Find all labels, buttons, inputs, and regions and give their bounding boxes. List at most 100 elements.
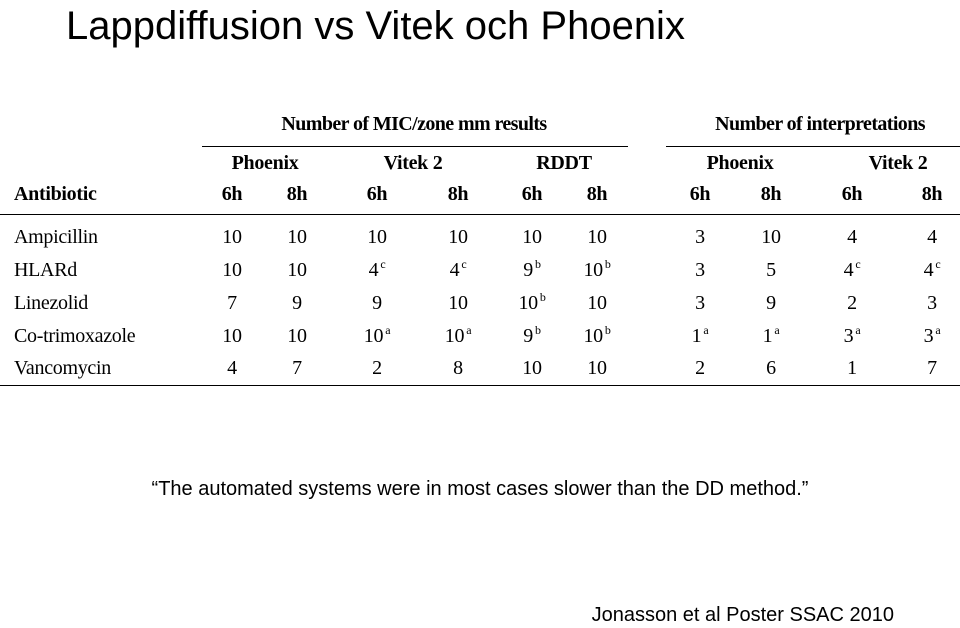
cell-value: 10 — [444, 325, 465, 347]
table-cell: 10 a — [444, 323, 472, 350]
cell-value: 10 — [222, 325, 242, 347]
cell-footnote-marker: a — [774, 323, 780, 337]
antibiotic-name: Vancomycin — [14, 357, 111, 379]
table-cell: 4 — [847, 225, 857, 249]
table-cell: 10 a — [363, 323, 391, 350]
group-underline-interpretations — [666, 146, 960, 147]
table-cell: 1 — [847, 356, 857, 380]
cell-value: 1 — [762, 325, 773, 347]
table-cell: 10 — [287, 225, 307, 249]
table-cell: 3 — [695, 225, 705, 249]
table-cell: 10 — [222, 258, 242, 282]
cell-value: 10 — [448, 292, 468, 314]
cell-footnote-marker: b — [604, 323, 611, 337]
cell-value: 10 — [363, 325, 384, 347]
cell-footnote-marker: c — [935, 257, 941, 271]
cell-value: 10 — [587, 357, 607, 379]
cell-value: 9 — [523, 325, 533, 347]
time-header: 6h — [689, 183, 711, 205]
time-header: 8h — [921, 183, 943, 205]
slide-title: Lappdiffusion vs Vitek och Phoenix — [66, 4, 685, 48]
table-cell: 3 — [695, 258, 705, 282]
time-header: 6h — [521, 183, 543, 205]
system-header: Vitek 2 — [383, 152, 443, 174]
cell-value: 10 — [518, 292, 538, 314]
antibiotic-name: Co-trimoxazole — [14, 325, 136, 347]
table-cell: 2 — [695, 356, 705, 380]
cell-value: 10 — [287, 325, 307, 347]
header-rule — [0, 214, 960, 215]
bottom-rule — [0, 385, 960, 386]
cell-value: 10 — [448, 226, 468, 248]
cell-value: 10 — [761, 226, 781, 248]
cell-value: 4 — [449, 259, 460, 281]
results-table: Number of MIC/zone mm results Number of … — [0, 113, 960, 386]
table-cell: 10 — [222, 324, 242, 348]
time-header: 8h — [447, 183, 469, 205]
table-cell: 3 — [695, 291, 705, 315]
antibiotic-name: HLARd — [14, 259, 77, 281]
table-cell: 10 — [448, 291, 468, 315]
time-header: 8h — [286, 183, 308, 205]
cell-value: 5 — [766, 259, 776, 281]
table-cell: 10 b — [518, 290, 546, 317]
cell-value: 10 — [287, 259, 307, 281]
cell-footnote-marker: a — [385, 323, 391, 337]
antibiotic-name: Linezolid — [14, 292, 88, 314]
cell-value: 4 — [927, 226, 937, 248]
table-cell: 10 — [448, 225, 468, 249]
cell-value: 9 — [766, 292, 776, 314]
table-cell: 10 — [587, 291, 607, 315]
cell-footnote-marker: b — [535, 323, 541, 337]
table-cell: 6 — [766, 356, 776, 380]
cell-value: 3 — [695, 259, 705, 281]
group-header-mic: Number of MIC/zone mm results — [281, 113, 547, 135]
table-cell: 9 — [292, 291, 302, 315]
cell-value: 4 — [843, 259, 854, 281]
cell-value: 3 — [927, 292, 937, 314]
cell-footnote-marker: c — [855, 257, 861, 271]
system-header: Phoenix — [706, 152, 774, 174]
cell-footnote-marker: a — [703, 323, 709, 337]
table-cell: 7 — [927, 356, 937, 380]
cell-value: 1 — [691, 325, 702, 347]
cell-value: 10 — [367, 226, 387, 248]
cell-value: 9 — [523, 259, 533, 281]
system-header: RDDT — [536, 152, 592, 174]
antibiotic-header: Antibiotic — [14, 183, 97, 205]
cell-value: 7 — [927, 357, 937, 379]
cell-value: 6 — [766, 357, 776, 379]
table-cell: 10 — [522, 356, 542, 380]
table-cell: 10 — [287, 324, 307, 348]
cell-footnote-marker: b — [539, 290, 546, 304]
time-header: 6h — [366, 183, 388, 205]
table-cell: 9 — [372, 291, 382, 315]
time-header: 8h — [586, 183, 608, 205]
time-header: 6h — [841, 183, 863, 205]
time-header: 8h — [760, 183, 782, 205]
cell-value: 2 — [695, 357, 705, 379]
cell-value: 3 — [843, 325, 854, 347]
table-cell: 8 — [453, 356, 463, 380]
cell-value: 7 — [227, 292, 237, 314]
table-cell: 7 — [227, 291, 237, 315]
cell-value: 7 — [292, 357, 302, 379]
cell-value: 3 — [695, 226, 705, 248]
table-cell: 4 — [927, 225, 937, 249]
cell-value: 10 — [583, 259, 603, 281]
time-header: 6h — [221, 183, 243, 205]
cell-value: 10 — [587, 292, 607, 314]
table-cell: 9 — [766, 291, 776, 315]
cell-value: 9 — [372, 292, 382, 314]
cell-value: 10 — [522, 226, 542, 248]
system-header: Vitek 2 — [868, 152, 928, 174]
